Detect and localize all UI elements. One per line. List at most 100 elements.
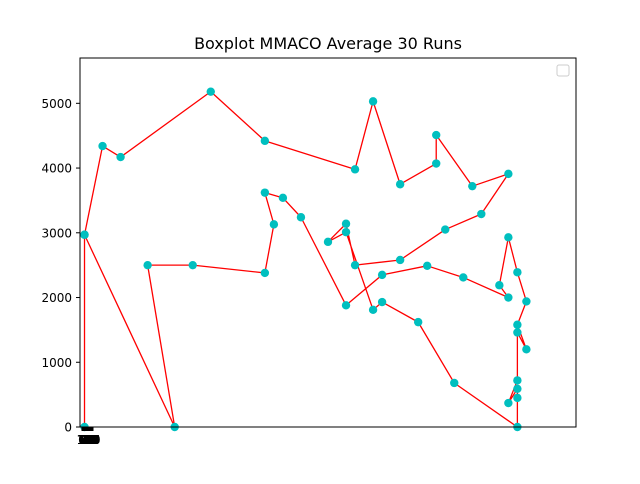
data-point [143, 260, 152, 270]
legend-box [556, 64, 570, 77]
x-tick-label: 40 [83, 433, 98, 447]
series-points [80, 87, 531, 432]
data-point [432, 159, 441, 168]
x-tick-label: 9 [80, 433, 88, 447]
x-tick-label: 27 [80, 433, 95, 447]
x-tick-label: 31 [81, 433, 96, 447]
x-tick-label: 0 [78, 433, 86, 447]
data-point [188, 260, 197, 270]
data-point [522, 345, 531, 354]
x-tick-label: 15 [78, 433, 93, 447]
data-point [260, 268, 270, 278]
y-tick-label: 3000 [41, 226, 72, 240]
y-tick-label: 2000 [41, 291, 72, 305]
x-tick-label: 43 [84, 433, 99, 447]
data-point [450, 378, 459, 388]
data-point [513, 384, 522, 394]
x-tick-label: 38 [83, 433, 98, 447]
x-tick-label: 20 [79, 433, 94, 447]
x-tick-label: 47 [85, 433, 100, 447]
data-point [504, 169, 513, 179]
data-point [206, 87, 215, 96]
x-tick-label: 19 [79, 433, 94, 447]
data-point [513, 320, 522, 329]
data-point [296, 213, 306, 222]
x-tick-label: 45 [84, 433, 99, 447]
x-tick-label: 34 [82, 433, 97, 447]
axes: 0100020003000400050000123456789101112131… [41, 57, 577, 447]
x-tick-label: 8 [80, 433, 88, 447]
x-tick-label: 11 [77, 433, 92, 447]
x-tick-label: 35 [82, 433, 97, 447]
data-point [395, 180, 405, 189]
data-point [368, 305, 378, 315]
data-point [80, 230, 89, 239]
x-tick-label: 28 [81, 433, 96, 447]
x-tick-label: 39 [83, 433, 98, 447]
x-tick-label: 7 [80, 433, 88, 447]
data-point [413, 317, 423, 327]
x-tick-label: 29 [81, 433, 96, 447]
data-point [350, 165, 360, 174]
y-tick-label: 5000 [41, 97, 72, 111]
x-tick-label: 50 [85, 433, 100, 447]
data-point [377, 270, 387, 280]
data-point [260, 136, 270, 146]
x-tick-label: 33 [82, 433, 97, 447]
axes-frame [79, 57, 577, 428]
x-tick-label: 1 [78, 433, 86, 447]
data-point [504, 233, 513, 242]
data-point [341, 301, 351, 310]
x-tick-label: 2 [79, 433, 87, 447]
chart-title: Boxplot MMACO Average 30 Runs [194, 34, 462, 53]
x-tick-label: 48 [85, 433, 100, 447]
data-point [368, 97, 378, 106]
data-point [341, 227, 351, 237]
x-tick-label: 6 [79, 433, 87, 447]
data-point [513, 393, 522, 403]
data-point [513, 328, 522, 337]
x-tick-label: 25 [80, 433, 95, 447]
data-point [377, 297, 387, 307]
data-point [504, 398, 513, 408]
x-tick-label: 12 [77, 433, 92, 447]
y-tick-label: 1000 [41, 356, 72, 370]
data-point [423, 261, 432, 271]
x-tick-label: 44 [84, 433, 99, 447]
x-tick-label: 30 [81, 433, 96, 447]
data-point [477, 209, 486, 219]
data-point [432, 130, 441, 140]
data-point [459, 273, 468, 282]
x-tick-label: 10 [77, 433, 92, 447]
x-tick-label: 17 [78, 433, 93, 447]
x-tick-label: 46 [84, 433, 99, 447]
x-tick-label: 3 [79, 433, 87, 447]
data-point [278, 193, 288, 203]
data-point [513, 376, 522, 385]
data-point [504, 293, 513, 302]
x-tick-label: 13 [77, 433, 92, 447]
data-point [395, 255, 405, 265]
x-tick-label: 42 [84, 433, 99, 447]
data-point [495, 281, 504, 290]
y-tick-label: 4000 [41, 162, 72, 176]
x-tick-label: 23 [79, 433, 94, 447]
x-tick-label: 32 [81, 433, 96, 447]
x-tick-label: 4 [79, 433, 87, 447]
x-tick-label: 24 [80, 433, 95, 447]
data-point [513, 268, 522, 277]
x-tick-label: 16 [78, 433, 93, 447]
x-tick-label: 18 [78, 433, 93, 447]
series-line [83, 91, 528, 428]
data-point [260, 188, 270, 197]
y-tick-label: 0 [64, 421, 72, 435]
x-tick-label: 14 [77, 433, 92, 447]
legend [556, 64, 570, 77]
x-tick-label: 36 [82, 433, 97, 447]
x-tick-label: 26 [80, 433, 95, 447]
series-lines [83, 91, 528, 428]
data-point [350, 260, 360, 270]
data-point [522, 297, 531, 306]
